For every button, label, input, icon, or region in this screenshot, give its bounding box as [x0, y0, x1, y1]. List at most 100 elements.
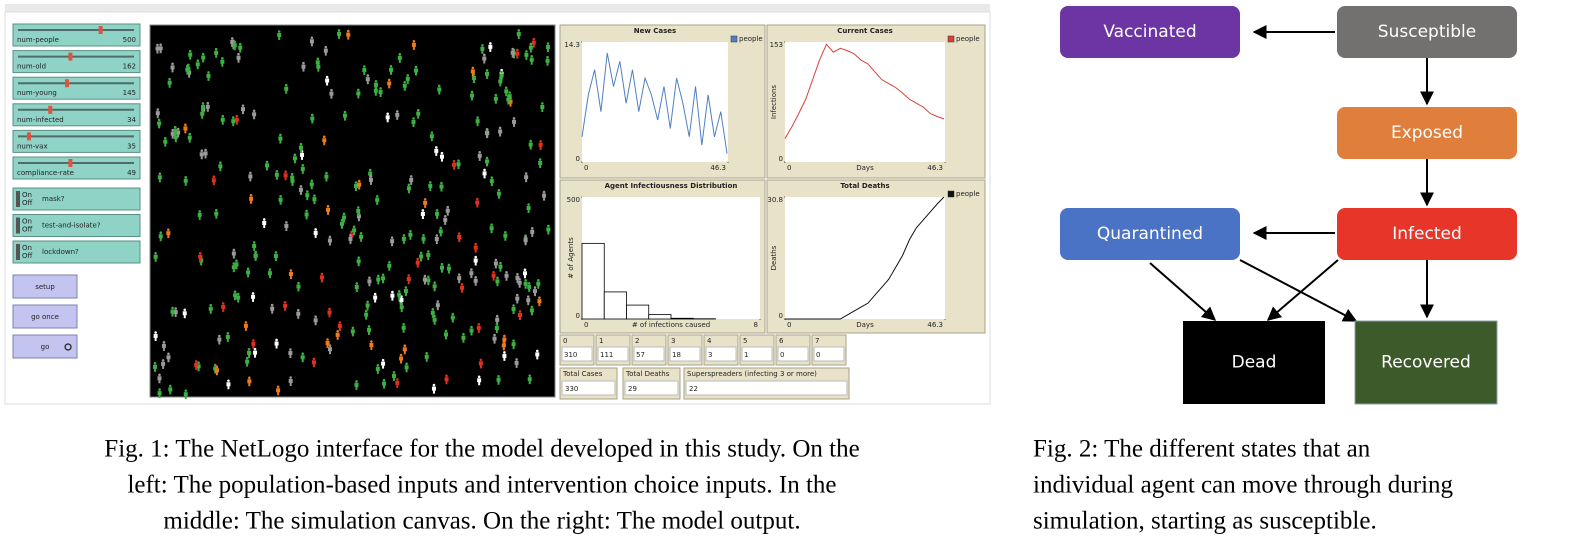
- agent: [315, 57, 320, 68]
- agent: [339, 218, 344, 229]
- agent: [401, 322, 406, 333]
- interface-top-bar: [5, 4, 990, 12]
- monitor-field: [597, 346, 629, 362]
- switch-off: Off: [22, 252, 33, 260]
- plot-title: Total Deaths: [840, 182, 889, 190]
- monitor-field: [561, 346, 593, 362]
- agent: [214, 47, 219, 58]
- agent: [385, 112, 390, 123]
- agent: [319, 272, 324, 283]
- agent: [461, 332, 466, 343]
- agent: [251, 292, 256, 302]
- agent: [153, 251, 158, 262]
- agent: [274, 338, 279, 349]
- agent: [523, 235, 528, 246]
- agent: [166, 352, 171, 363]
- monitor-field: [624, 380, 679, 396]
- agent: [411, 117, 416, 128]
- agent: [240, 104, 245, 115]
- agent: [214, 365, 219, 376]
- agent: [473, 255, 478, 266]
- agent: [529, 54, 534, 65]
- state-label: Dead: [1232, 353, 1277, 373]
- agent: [397, 53, 402, 63]
- agent: [528, 139, 533, 150]
- agent: [416, 108, 421, 119]
- agent: [195, 59, 200, 70]
- agent: [527, 374, 532, 385]
- figure-caption: Fig. 2: The different states that an: [1033, 436, 1371, 463]
- plot-line: [785, 196, 945, 320]
- agent: [278, 133, 283, 144]
- button[interactable]: [12, 304, 78, 329]
- switch: [12, 187, 141, 211]
- agent: [402, 80, 407, 91]
- agent: [183, 389, 188, 400]
- agent: [226, 379, 231, 390]
- agent: [422, 274, 427, 285]
- agent: [528, 42, 533, 53]
- state-node: [1060, 208, 1240, 260]
- agent: [170, 128, 175, 139]
- button[interactable]: [12, 274, 78, 299]
- y-tick-label: 500: [567, 196, 580, 204]
- agent: [510, 47, 515, 58]
- agent: [276, 385, 281, 396]
- agent: [166, 228, 171, 239]
- agent: [367, 325, 372, 335]
- agent: [532, 286, 537, 297]
- slider-label: num-young: [17, 89, 57, 97]
- agent: [373, 86, 378, 96]
- agent: [326, 205, 331, 215]
- agent: [346, 29, 351, 40]
- agent: [517, 277, 522, 288]
- slider-handle: [65, 79, 70, 88]
- agent: [529, 305, 534, 316]
- agent: [356, 211, 361, 222]
- monitor-label: 3: [671, 337, 675, 345]
- agent: [489, 176, 494, 187]
- agent: [496, 374, 501, 385]
- agent: [194, 360, 199, 370]
- agent: [324, 171, 329, 182]
- agent: [301, 61, 306, 72]
- x-tick-label: 0: [584, 164, 588, 172]
- monitor-label: 4: [707, 337, 712, 345]
- agent: [313, 228, 318, 238]
- agent: [325, 75, 330, 86]
- arrow: [1266, 259, 1339, 321]
- agent: [495, 276, 500, 287]
- agent: [503, 230, 508, 241]
- button[interactable]: [12, 334, 78, 359]
- monitor-value: 310: [564, 351, 577, 359]
- agent: [446, 263, 451, 274]
- y-axis-label: Deaths: [770, 245, 778, 270]
- legend-label: people: [956, 190, 980, 198]
- agent: [527, 282, 532, 292]
- agent: [205, 101, 210, 112]
- state-node: [1337, 6, 1517, 58]
- slider-label: num-people: [17, 36, 59, 44]
- agent: [298, 185, 303, 195]
- monitor-field: [741, 346, 773, 362]
- legend-swatch: [730, 35, 738, 43]
- agent: [515, 273, 520, 283]
- agent: [231, 262, 236, 273]
- agent: [236, 292, 241, 303]
- switch: [12, 240, 141, 264]
- agent: [508, 96, 513, 107]
- agent: [477, 375, 482, 386]
- agent: [288, 348, 293, 359]
- agent: [426, 250, 431, 261]
- agent: [283, 300, 288, 311]
- agent: [323, 45, 328, 56]
- agent: [512, 117, 517, 127]
- plot-area: [785, 197, 945, 319]
- agent: [245, 356, 250, 367]
- agent: [382, 378, 387, 389]
- histogram-bar: [581, 242, 605, 320]
- agent: [218, 161, 223, 172]
- slider-label: num-infected: [17, 116, 64, 124]
- agent: [292, 153, 297, 164]
